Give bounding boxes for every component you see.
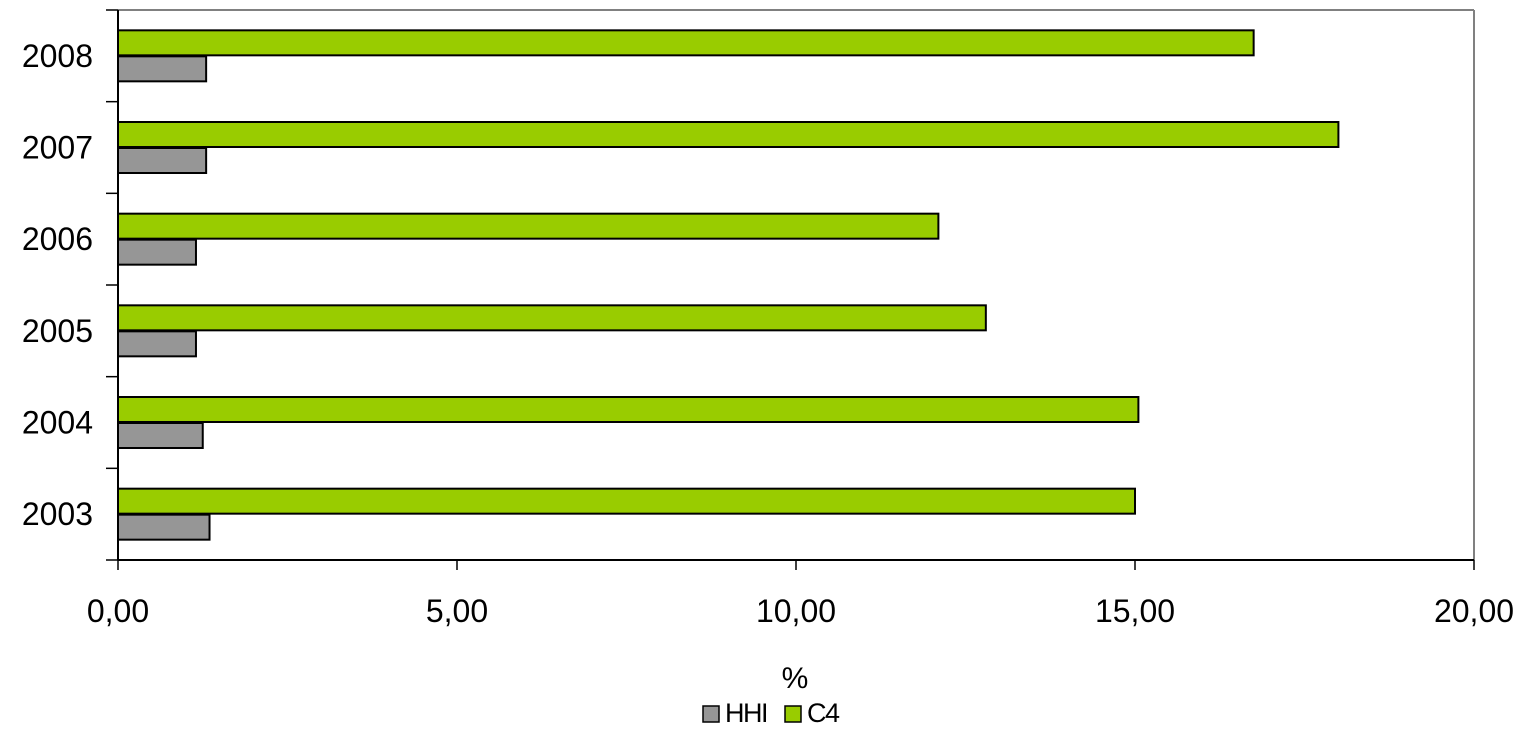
bar-hhi-2007 — [117, 147, 208, 174]
y-tick-label-2007: 2007 — [22, 130, 93, 166]
plot-frame — [118, 9, 1475, 560]
x-axis: 0,00 5,00 10,00 15,00 20,00 — [87, 559, 1514, 629]
x-tick-label: 5,00 — [426, 593, 488, 629]
legend: HHI C4 — [702, 698, 841, 728]
bar-c4-2003 — [117, 487, 1136, 515]
y-tick-label-2008: 2008 — [22, 38, 93, 74]
legend-label-hhi: HHI — [725, 698, 767, 728]
x-tick-label: 0,00 — [87, 593, 149, 629]
legend-swatch-c4 — [784, 705, 802, 723]
y-axis: 2003 2004 2005 2006 2007 2008 — [22, 9, 119, 561]
bar-c4-2008 — [117, 29, 1255, 57]
y-tick-label-2003: 2003 — [22, 496, 93, 532]
y-tick-label-2005: 2005 — [22, 313, 93, 349]
x-axis-title: % — [782, 662, 809, 695]
bar-hhi-2005 — [117, 330, 197, 358]
x-tick-label: 10,00 — [756, 593, 836, 629]
bar-hhi-2004 — [117, 422, 204, 449]
legend-label-c4: C4 — [807, 698, 840, 728]
bar-c4-2005 — [117, 304, 987, 332]
bar-c4-2006 — [117, 212, 940, 240]
bar-c4-2004 — [117, 396, 1140, 423]
x-tick-label: 15,00 — [1095, 593, 1175, 629]
y-tick-label-2006: 2006 — [22, 221, 93, 257]
y-tick-label-2004: 2004 — [22, 405, 93, 441]
x-tick-label: 20,00 — [1434, 593, 1514, 629]
legend-swatch-hhi — [702, 705, 720, 723]
bar-c4-2007 — [117, 121, 1340, 148]
bar-hhi-2006 — [117, 238, 197, 266]
bar-hhi-2008 — [117, 55, 208, 83]
bars-layer — [117, 29, 1340, 541]
bar-hhi-2003 — [117, 513, 211, 541]
